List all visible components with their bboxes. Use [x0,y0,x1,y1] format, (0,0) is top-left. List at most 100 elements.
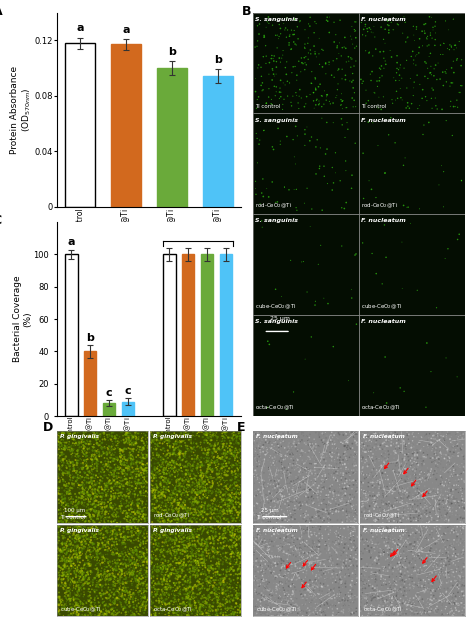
Point [336,593,344,603]
Point [173,435,181,445]
Point [219,452,226,462]
Point [458,443,465,454]
Point [328,456,336,466]
Point [66,532,73,542]
Point [90,442,97,452]
Point [96,451,103,461]
Point [73,561,81,571]
Point [107,494,114,504]
Point [264,498,272,508]
Point [159,516,166,526]
Point [171,471,179,481]
Point [137,518,145,528]
Point [95,507,103,517]
Point [372,571,380,581]
Point [68,513,76,523]
Point [370,593,377,603]
Point [401,445,408,455]
Point [333,547,341,557]
Point [113,459,120,469]
Point [430,605,438,615]
Point [135,494,143,504]
Point [309,439,316,449]
Point [254,445,261,455]
Point [173,548,181,558]
Point [401,17,409,27]
Point [280,533,288,543]
Point [130,567,138,577]
Point [274,582,282,593]
Point [430,567,438,577]
Point [338,74,346,84]
Point [101,536,109,546]
Point [229,442,237,452]
Point [397,576,404,586]
Text: a: a [76,23,84,33]
Point [76,451,83,461]
Point [449,545,457,555]
Point [269,65,276,75]
Point [91,597,99,607]
Point [401,553,409,563]
Point [290,438,298,448]
Point [386,578,393,588]
Point [292,567,300,577]
Point [177,441,185,451]
Point [66,442,73,452]
Point [390,504,398,515]
Point [407,443,415,453]
Point [274,494,282,504]
Point [301,509,309,519]
Point [397,525,405,535]
Point [411,565,419,576]
Point [379,610,387,620]
Point [83,534,91,544]
Point [445,557,453,567]
Point [449,606,456,616]
Point [158,513,165,523]
Point [197,467,205,477]
Point [97,430,105,440]
Point [173,578,180,588]
Point [112,572,119,582]
Point [339,532,346,542]
Point [199,550,207,560]
Point [374,502,381,512]
Point [56,442,64,452]
Point [318,581,325,591]
Point [137,448,145,458]
Point [232,443,239,454]
Point [260,514,268,524]
Point [144,515,152,525]
Point [395,569,403,579]
Point [69,503,77,513]
Point [452,430,460,440]
Point [257,565,265,576]
Point [231,494,239,504]
Point [184,591,191,601]
Point [153,459,161,469]
Point [108,428,116,438]
Point [357,584,365,594]
Point [445,609,452,619]
Point [346,511,353,521]
Point [205,604,213,614]
Point [64,595,71,605]
Point [164,474,172,484]
Point [410,504,418,515]
Point [401,597,409,607]
Point [95,499,103,509]
Point [73,571,80,581]
Point [253,539,260,549]
Point [311,555,319,565]
Point [202,479,210,489]
Point [389,487,397,497]
Point [413,504,420,515]
Point [253,554,261,564]
Point [182,492,190,502]
Point [195,589,203,599]
Point [293,574,301,584]
Point [91,531,98,541]
Point [202,486,210,496]
Point [282,536,290,546]
